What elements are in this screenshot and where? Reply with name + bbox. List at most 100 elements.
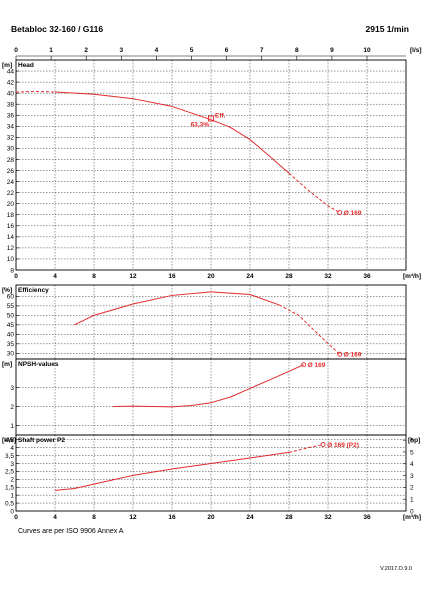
y-tick-label: 20 <box>7 201 15 208</box>
y-tick-label: 4 <box>10 445 14 452</box>
y-tick-label: 0 <box>10 508 14 515</box>
y-tick-label: 24 <box>7 179 15 186</box>
y-axis-label: [m] <box>2 62 12 69</box>
y-tick-label: 8 <box>10 267 14 274</box>
curve-end-marker <box>301 362 307 368</box>
y-tick-label: 22 <box>7 190 15 197</box>
x-axis-label: [m³/h] <box>403 514 421 521</box>
y2-tick-label: 3 <box>410 473 414 480</box>
y-tick-label: 10 <box>7 256 15 263</box>
panel-npsh: 1 2 3 [m] NPSH-values Ø 169 <box>2 358 407 436</box>
chart-title: Betabloc 32-160 / G116 <box>11 24 103 34</box>
x-tick-label: 4 <box>53 514 57 521</box>
curve-label: Ø 169 (P2) <box>327 442 359 449</box>
panel-head: 8101214161820222426283032343638404244[m]… <box>2 47 422 280</box>
top-tick-label: 7 <box>260 47 264 54</box>
panel-shaft_power: 00,511,522,533,544,5[kW] Shaft power P201… <box>2 434 421 521</box>
y2-tick-label: 5 <box>410 449 414 456</box>
top-tick-label: 2 <box>84 47 88 54</box>
x-axis-label: [m³/h] <box>403 273 421 280</box>
curve-label: Ø 169 <box>344 210 362 217</box>
x-tick-label: 8 <box>92 273 96 280</box>
curve-end-marker <box>320 442 326 447</box>
x-tick-label: 28 <box>285 273 293 280</box>
bep-marker <box>208 115 214 122</box>
top-tick-label: 4 <box>155 47 159 54</box>
y2-tick-label: 6 <box>410 437 414 444</box>
y-tick-label: 30 <box>7 146 15 153</box>
y-tick-label: 3 <box>10 385 14 392</box>
y-axis-label: [%] <box>2 287 12 294</box>
y-tick-label: 44 <box>7 68 15 75</box>
y-tick-label: 1 <box>10 492 14 499</box>
panel-title: Shaft power P2 <box>18 437 65 444</box>
y-tick-label: 3 <box>10 461 14 468</box>
version-label: V.2017.O.9.0 <box>380 566 412 572</box>
bep-efficiency-label: 63,3% <box>191 122 210 129</box>
y-tick-label: 3,5 <box>5 453 14 460</box>
x-tick-label: 12 <box>129 273 137 280</box>
panel-title: Head <box>18 62 34 69</box>
top-axis-label: [l/s] <box>410 47 422 54</box>
y-tick-label: 34 <box>7 124 15 131</box>
x-tick-label: 8 <box>92 514 96 521</box>
curve-label: Ø 169 <box>308 362 326 369</box>
y-tick-label: 35 <box>7 341 15 348</box>
y-tick-label: 30 <box>7 351 15 358</box>
footer-note: Curves are per ISO 9906 Annex A <box>18 528 124 535</box>
top-tick-label: 0 <box>14 47 18 54</box>
y-tick-label: 0,5 <box>5 500 14 507</box>
y2-axis-label: [hp] <box>408 437 420 444</box>
curve-npsh <box>113 364 304 408</box>
curve-shaft_power <box>54 451 290 491</box>
x-tick-label: 12 <box>129 514 137 521</box>
curve-head-dashed <box>288 172 340 213</box>
panel-title: NPSH-values <box>18 361 59 368</box>
panel-efficiency: 30 35 40 45 50 55 60[%] Efficiency Ø 169 <box>2 284 407 360</box>
speed-label: 2915 1/min <box>366 24 409 34</box>
x-tick-label: 36 <box>363 514 371 521</box>
y-tick-label: 42 <box>7 79 15 86</box>
x-tick-label: 16 <box>168 273 176 280</box>
curve-head-dashed <box>15 91 56 93</box>
top-tick-label: 3 <box>119 47 123 54</box>
y-tick-label: 2 <box>10 404 14 411</box>
x-tick-label: 0 <box>14 273 18 280</box>
curve-end-marker <box>337 351 343 357</box>
x-tick-label: 16 <box>168 514 176 521</box>
y-tick-label: 26 <box>7 168 15 175</box>
y2-tick-label: 2 <box>410 485 414 492</box>
y-tick-label: 55 <box>7 303 15 310</box>
y-tick-label: 2 <box>10 477 14 484</box>
y2-tick-label: 4 <box>410 461 414 468</box>
y-tick-label: 14 <box>7 234 15 241</box>
top-tick-label: 9 <box>330 47 334 54</box>
y-tick-label: 2,5 <box>5 469 14 476</box>
x-tick-label: 24 <box>246 273 254 280</box>
y2-tick-label: 1 <box>410 496 414 503</box>
y-tick-label: 50 <box>7 313 15 320</box>
y-tick-label: 1,5 <box>5 485 14 492</box>
y-tick-label: 18 <box>7 212 15 219</box>
y-axis-label: [kW] <box>2 437 16 444</box>
curve-label: Ø 169 <box>344 352 362 359</box>
y-tick-label: 4,5 <box>5 437 14 444</box>
curve-efficiency <box>74 291 280 326</box>
y-tick-label: 40 <box>7 332 15 339</box>
x-tick-label: 36 <box>363 273 371 280</box>
x-tick-label: 20 <box>207 273 215 280</box>
chart-panels: 8101214161820222426283032343638404244[m]… <box>2 47 422 521</box>
panel-frame <box>15 59 407 271</box>
y-tick-label: 28 <box>7 157 15 164</box>
y-tick-label: 12 <box>7 245 15 252</box>
x-tick-label: 32 <box>324 514 332 521</box>
top-tick-label: 8 <box>295 47 299 54</box>
curve-end-marker <box>337 210 343 215</box>
x-tick-label: 24 <box>246 514 254 521</box>
bep-label: Eff. <box>215 113 226 120</box>
y-axis-label: [m] <box>2 361 12 368</box>
x-tick-label: 4 <box>53 273 57 280</box>
curve-efficiency-dashed <box>279 304 341 355</box>
y-tick-label: 40 <box>7 90 15 97</box>
x-tick-label: 32 <box>324 273 332 280</box>
